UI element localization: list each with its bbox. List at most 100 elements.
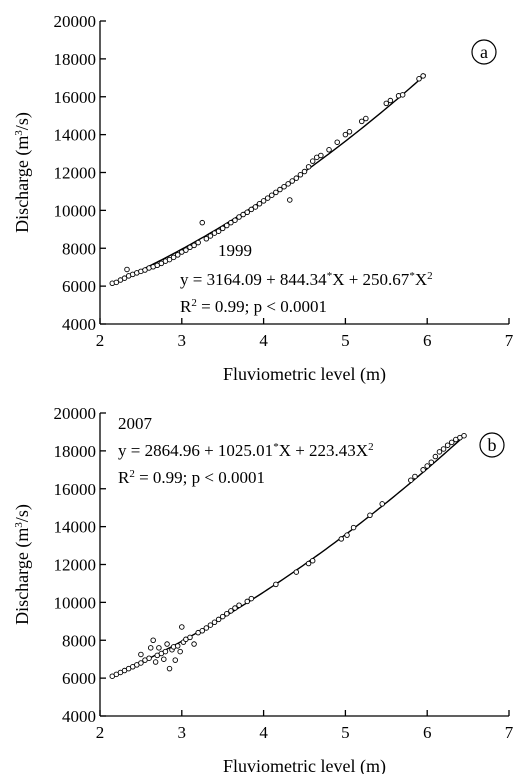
data-point: [195, 239, 201, 246]
data-point: [248, 206, 255, 213]
r-squared-label: R2 = 0.99; p < 0.0001: [180, 297, 327, 316]
data-point: [338, 536, 345, 542]
y-tick-label: 12000: [54, 164, 97, 183]
data-point: [436, 449, 443, 455]
x-tick-label: 7: [505, 331, 514, 350]
y-tick-label: 18000: [54, 50, 97, 69]
y-tick-label: 6000: [62, 277, 96, 296]
data-point: [285, 181, 291, 187]
panel-tag-circle: [479, 432, 505, 458]
data-point: [379, 501, 385, 507]
data-point: [158, 260, 165, 267]
data-point: [289, 178, 295, 184]
data-point: [399, 92, 406, 98]
data-point: [191, 641, 197, 647]
data-point: [444, 442, 451, 448]
data-point: [297, 172, 304, 178]
panel-tag-label: b: [488, 435, 497, 455]
x-tick-label: 2: [96, 723, 105, 742]
data-point: [232, 217, 238, 223]
x-tick-label: 2: [96, 331, 105, 350]
data-point: [281, 183, 287, 190]
data-point: [121, 275, 128, 281]
data-point: [166, 665, 173, 672]
data-point: [232, 605, 238, 611]
y-tick-label: 8000: [62, 239, 96, 258]
r-squared-label: R2 = 0.99; p < 0.0001: [118, 468, 265, 487]
data-point: [342, 131, 349, 138]
data-point: [147, 645, 154, 651]
data-point: [273, 581, 279, 588]
data-point: [211, 619, 218, 626]
y-tick-label: 12000: [54, 556, 97, 575]
data-point: [219, 613, 226, 620]
data-point: [387, 97, 394, 104]
data-point: [199, 219, 205, 226]
data-point: [177, 648, 183, 655]
data-point: [215, 228, 222, 234]
data-point: [224, 222, 230, 229]
data-point: [260, 198, 267, 204]
data-point: [256, 200, 263, 207]
data-point: [187, 634, 193, 641]
y-axis-label: Discharge (m3/s): [12, 504, 33, 625]
data-point: [359, 118, 365, 125]
data-point: [215, 616, 222, 623]
data-point: [244, 209, 250, 216]
data-point: [287, 197, 293, 203]
data-point: [318, 152, 324, 159]
data-point: [150, 637, 156, 644]
data-point: [309, 557, 316, 564]
y-tick-label: 10000: [54, 593, 97, 612]
y-tick-label: 4000: [62, 707, 96, 726]
year-label: 1999: [218, 241, 252, 260]
data-point: [273, 189, 279, 196]
data-point: [440, 446, 447, 452]
y-tick-label: 6000: [62, 669, 96, 688]
x-tick-label: 5: [341, 331, 350, 350]
data-point: [346, 129, 353, 135]
y-tick-label: 10000: [54, 201, 97, 220]
data-point: [124, 266, 130, 273]
x-tick-label: 4: [259, 331, 268, 350]
y-tick-label: 18000: [54, 442, 97, 461]
data-point: [252, 204, 259, 210]
data-point: [293, 175, 300, 181]
data-point: [219, 225, 226, 232]
x-tick-label: 6: [423, 331, 432, 350]
data-point: [170, 254, 177, 261]
data-point: [191, 242, 197, 249]
y-tick-label: 14000: [54, 518, 97, 537]
y-tick-label: 20000: [54, 404, 97, 423]
data-point: [164, 641, 170, 647]
data-point: [350, 524, 357, 531]
data-point: [461, 432, 467, 439]
x-axis-label: Fluviometric level (m): [223, 756, 386, 774]
data-point: [146, 655, 152, 661]
data-point: [448, 439, 455, 446]
data-point: [203, 236, 210, 242]
x-tick-label: 6: [423, 723, 432, 742]
y-tick-label: 20000: [54, 12, 97, 31]
data-point: [179, 624, 185, 630]
data-point: [305, 560, 312, 567]
data-point: [138, 660, 144, 666]
data-point: [236, 602, 242, 608]
x-axis-label: Fluviometric level (m): [223, 364, 386, 385]
data-point: [174, 252, 181, 258]
data-point: [207, 233, 214, 239]
fit-curve: [111, 73, 427, 285]
data-point: [309, 158, 316, 164]
data-point: [142, 267, 148, 273]
x-tick-label: 7: [505, 723, 514, 742]
regression-equation: y = 3164.09 + 844.34*X + 250.67*X2: [180, 270, 433, 289]
data-point: [383, 100, 390, 107]
data-point: [428, 459, 435, 465]
chart-panel-a: 2 3 4 5 6 7 4000 6000 8000 10000 12000 14000 16000 18…: [12, 12, 514, 385]
data-point: [138, 651, 144, 658]
data-point: [156, 645, 162, 651]
y-tick-label: 14000: [54, 126, 97, 145]
data-point: [224, 610, 230, 617]
chart-panel-b: 2 3 4 5 6 7 4000 6000 8000 10000 12000 14000 16000 18…: [12, 404, 514, 774]
